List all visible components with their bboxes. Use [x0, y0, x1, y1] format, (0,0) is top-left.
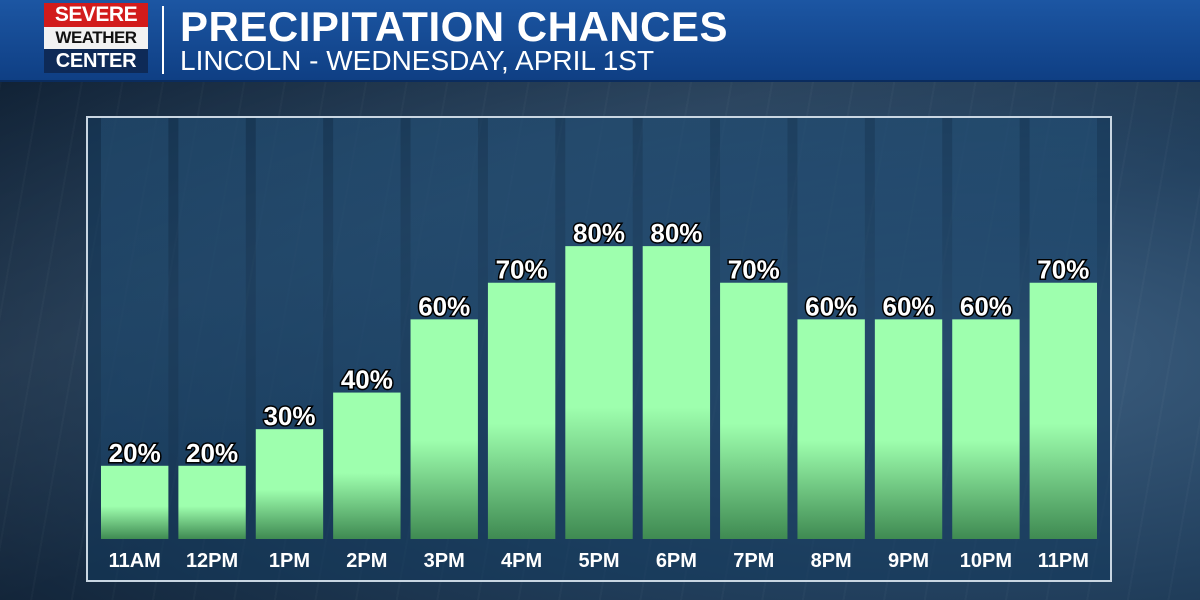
value-label-11pm: 70%: [1037, 255, 1089, 285]
header-bar: SEVERE WEATHER CENTER PRECIPITATION CHAN…: [0, 0, 1200, 82]
logo-line-severe: SEVERE: [44, 3, 148, 27]
bar-2pm: [333, 392, 401, 539]
bar-11am: [101, 465, 169, 539]
bar-1pm: [255, 429, 324, 539]
value-label-6pm: 80%: [650, 218, 702, 248]
precipitation-bar-chart: 20% 20%30%40%60%70%80% 80%70%60% 60% 60%70% …: [101, 118, 1097, 572]
category-labels-group: 11AM 12PM 1PM 2PM 3PM 4PM 5PM 6PM 7PM 8PM 9PM 10PM 1…: [109, 550, 1089, 572]
value-label-12pm: 20%: [186, 438, 238, 468]
value-label-4pm: 70%: [496, 255, 548, 285]
bar-4pm: [487, 282, 556, 539]
value-label-1pm: 30%: [263, 401, 315, 431]
value-label-7pm: 70%: [728, 255, 780, 285]
category-label-2pm: 2PM: [346, 550, 387, 572]
header-divider: [162, 6, 164, 74]
category-label-5pm: 5PM: [578, 550, 619, 572]
category-label-11am: 11AM: [109, 550, 161, 572]
value-label-3pm: 60%: [418, 291, 470, 321]
bar-8pm: [797, 319, 865, 539]
chart-subtitle: LINCOLN - WEDNESDAY, APRIL 1ST: [180, 45, 655, 76]
value-label-10pm: 60%: [960, 291, 1012, 321]
value-label-11am: 20%: [109, 438, 161, 468]
bar-3pm: [410, 319, 478, 539]
category-label-9pm: 9PM: [888, 550, 929, 572]
bar-11pm: [1029, 282, 1097, 539]
bar-7pm: [720, 282, 788, 539]
category-label-4pm: 4PM: [501, 550, 542, 572]
category-label-11pm: 11PM: [1038, 550, 1089, 572]
value-label-5pm: 80%: [573, 218, 625, 248]
chart-title: PRECIPITATION CHANCES: [180, 3, 728, 50]
bar-12pm: [178, 465, 246, 539]
category-label-3pm: 3PM: [424, 550, 465, 572]
category-label-12pm: 12PM: [186, 550, 238, 572]
logo-line-center: CENTER: [44, 49, 148, 73]
logo-line-weather: WEATHER: [44, 27, 148, 49]
category-label-1pm: 1PM: [269, 550, 310, 572]
bar-10pm: [952, 319, 1020, 539]
value-labels-group: 20% 20% 30% 40% 60% 70% 80% 80% 70% 60% 60% 60% 70%: [107, 217, 1091, 470]
category-label-10pm: 10PM: [960, 550, 1012, 572]
value-label-2pm: 40%: [341, 365, 393, 395]
category-label-6pm: 6PM: [656, 550, 697, 572]
value-label-9pm: 60%: [883, 291, 935, 321]
category-label-7pm: 7PM: [733, 550, 774, 572]
bar-5pm: [565, 246, 633, 539]
severe-weather-center-logo: SEVERE WEATHER CENTER: [44, 3, 148, 75]
bar-6pm: [642, 246, 711, 539]
bar-9pm: [874, 319, 943, 539]
category-label-8pm: 8PM: [811, 550, 852, 572]
bars-group: [101, 246, 1097, 539]
value-label-8pm: 60%: [805, 291, 857, 321]
chart-panel: 20% 20% 30% 40% 60% 70% 80% 80% 70% 60% 60% 60% 70% …: [86, 116, 1112, 582]
